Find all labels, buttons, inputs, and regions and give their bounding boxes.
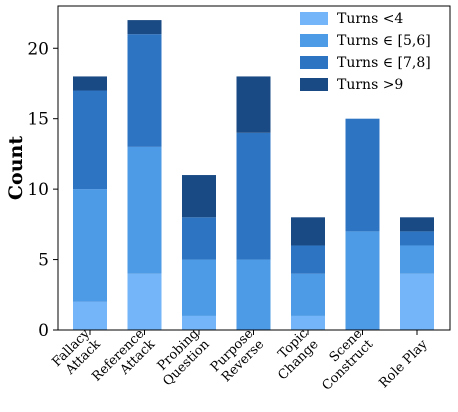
bar-segment-4-1	[291, 273, 325, 316]
bar-segment-0-1	[73, 189, 107, 302]
legend-swatch	[300, 56, 328, 69]
bar-segment-2-1	[182, 259, 216, 316]
bar-segment-4-0	[291, 315, 325, 330]
bar-segment-0-0	[73, 301, 107, 330]
x-tick-label: Role Play	[376, 337, 431, 392]
y-tick-label: 15	[27, 110, 49, 130]
legend-swatch	[300, 12, 328, 25]
legend-label: Turns <4	[337, 11, 403, 27]
legend-label: Turns ∈ [5,6]	[337, 33, 431, 49]
y-tick-label: 5	[38, 251, 49, 271]
legend: Turns <4 Turns ∈ [5,6] Turns ∈ [7,8] Turns …	[300, 11, 431, 93]
bar-segment-2-2	[182, 217, 216, 260]
bar-segment-6-2	[400, 231, 434, 246]
bar-segment-1-2	[127, 34, 162, 147]
bar-segment-1-3	[127, 20, 162, 35]
bar-segment-2-3	[182, 175, 216, 218]
bar-segment-4-3	[291, 217, 325, 246]
bar-segment-3-1	[236, 259, 271, 330]
bars-layer	[73, 20, 434, 330]
bar-segment-3-3	[236, 76, 271, 133]
bar-segment-0-2	[73, 90, 107, 190]
bar-segment-5-1	[345, 231, 380, 330]
bar-segment-6-3	[400, 217, 434, 232]
x-axis: FallacyAttackReferenceAttackProbingQuest…	[49, 326, 431, 394]
y-tick-label: 0	[38, 321, 49, 341]
bar-segment-5-2	[345, 118, 380, 232]
bar-segment-1-1	[127, 146, 162, 274]
y-axis-title: Count	[5, 136, 27, 200]
legend-swatch	[300, 34, 328, 47]
y-tick-label: 20	[27, 39, 49, 59]
legend-label: Turns >9	[337, 77, 403, 93]
bar-segment-3-2	[236, 132, 271, 260]
bar-segment-1-0	[127, 273, 162, 330]
y-tick-label: 10	[27, 180, 49, 200]
y-axis: 0 5 10 15 20	[27, 39, 58, 341]
bar-segment-4-2	[291, 245, 325, 274]
legend-label: Turns ∈ [7,8]	[337, 55, 431, 71]
bar-segment-2-0	[182, 315, 216, 330]
bar-segment-6-0	[400, 273, 434, 330]
x-tick-label-line: Role Play	[376, 337, 431, 392]
bar-segment-0-3	[73, 76, 107, 91]
bar-segment-6-1	[400, 245, 434, 274]
legend-swatch	[300, 78, 328, 91]
